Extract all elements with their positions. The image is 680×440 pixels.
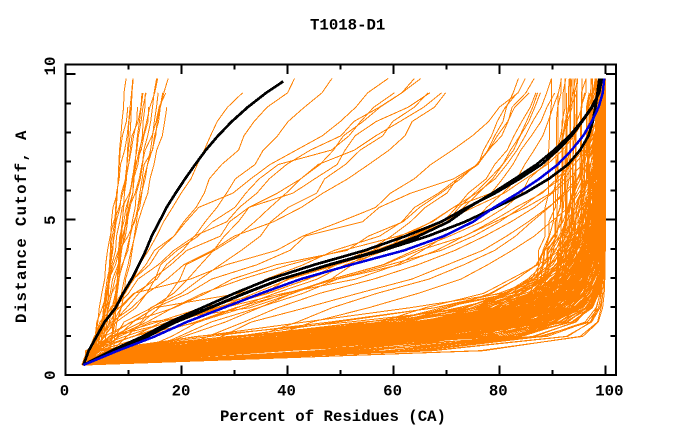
svg-text:0: 0 <box>42 370 60 379</box>
svg-text:10: 10 <box>42 57 60 76</box>
svg-text:80: 80 <box>489 383 508 401</box>
svg-text:Percent of Residues (CA): Percent of Residues (CA) <box>220 408 446 426</box>
svg-text:60: 60 <box>383 383 402 401</box>
svg-text:0: 0 <box>60 383 69 401</box>
svg-text:100: 100 <box>595 383 623 401</box>
svg-text:5: 5 <box>42 215 60 224</box>
svg-text:40: 40 <box>277 383 296 401</box>
svg-text:T1018-D1: T1018-D1 <box>310 17 385 35</box>
svg-text:20: 20 <box>172 383 191 401</box>
svg-text:Distance Cutoff, A: Distance Cutoff, A <box>13 129 31 323</box>
